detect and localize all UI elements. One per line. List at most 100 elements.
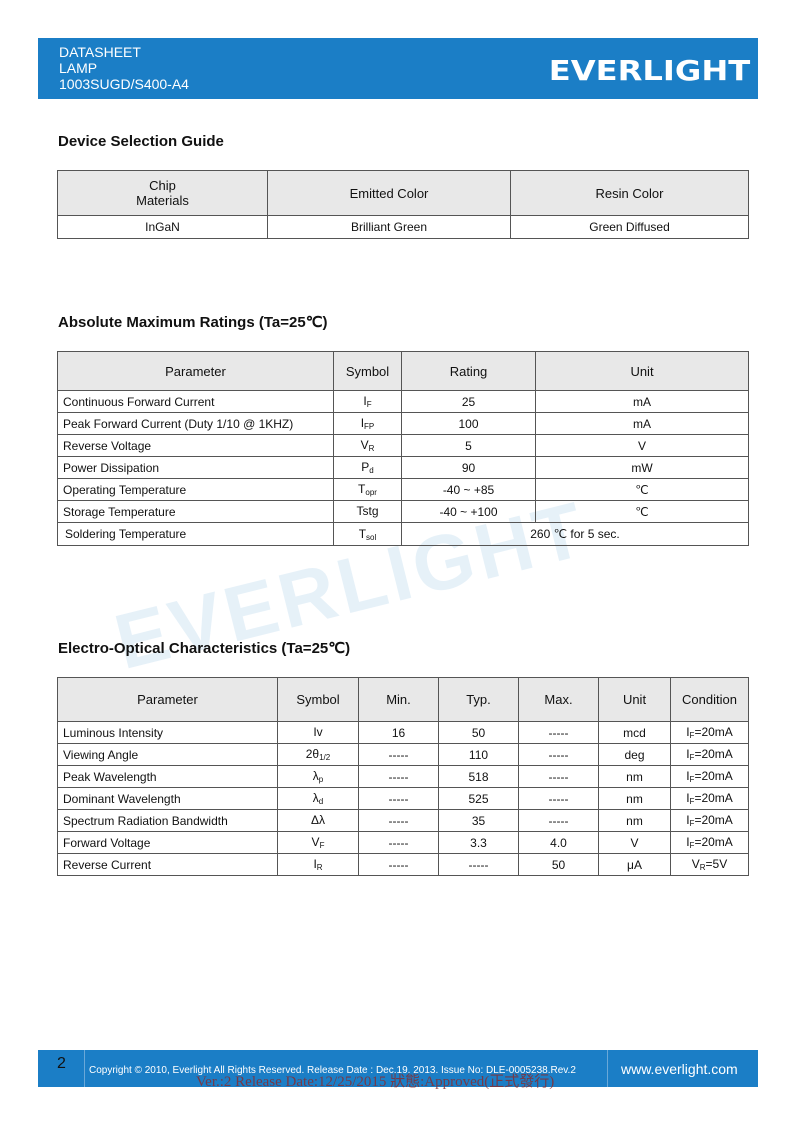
min-cell: ----- xyxy=(358,853,439,876)
table-row: Spectrum Radiation Bandwidth Δλ ----- 35 ---… xyxy=(57,809,749,832)
copyright: Copyright © 2010, Everlight All Rights R… xyxy=(89,1065,576,1076)
symbol-cell: Δλ xyxy=(277,809,359,832)
min-cell: ----- xyxy=(358,787,439,810)
col-header: Parameter xyxy=(57,351,334,391)
symbol-text: Tstg xyxy=(356,504,379,518)
param-cell: Peak Forward Current (Duty 1/10 @ 1KHZ) xyxy=(57,412,334,435)
col-header: Symbol xyxy=(333,351,402,391)
table-row: Peak Forward Current (Duty 1/10 @ 1KHZ) I… xyxy=(57,412,749,435)
symbol-cell: VF xyxy=(277,831,359,854)
symbol-subscript: opr xyxy=(365,488,377,497)
ratings-table: Parameter Symbol Rating Unit Continuous … xyxy=(57,351,749,546)
max-cell: ----- xyxy=(518,765,599,788)
section-title-eo: Electro-Optical Characteristics (Ta=25℃) xyxy=(58,640,351,657)
typ-cell: 50 xyxy=(438,721,519,744)
symbol-subscript: d xyxy=(369,466,374,475)
condition-cell: IF=20mA xyxy=(670,831,749,854)
min-cell: ----- xyxy=(358,743,439,766)
symbol-subscript: F xyxy=(366,400,372,409)
rating-cell: 90 xyxy=(401,456,536,479)
condition-cell: IF=20mA xyxy=(670,787,749,810)
symbol-subscript: R xyxy=(316,863,323,872)
condition-cell: IF=20mA xyxy=(670,765,749,788)
section-title-selection: Device Selection Guide xyxy=(58,133,224,150)
symbol-subscript: p xyxy=(318,775,324,784)
rating-cell: 5 xyxy=(401,434,536,457)
symbol-cell: Pd xyxy=(333,456,402,479)
col-header: Symbol xyxy=(277,677,359,722)
symbol-cell: VR xyxy=(333,434,402,457)
typ-cell: 110 xyxy=(438,743,519,766)
eo-table: Parameter Symbol Min. Typ. Max. Unit Con… xyxy=(57,677,749,876)
col-header: Resin Color xyxy=(510,170,749,216)
symbol-text: 2θ xyxy=(305,747,320,761)
rating-cell: -40 ~ +100 xyxy=(401,500,536,523)
table-row: Soldering Temperature Tsol 260 ℃ for 5 sec… xyxy=(57,522,749,546)
symbol-text: T xyxy=(358,482,366,496)
part-number: 1003SUGD/S400-A4 xyxy=(59,76,189,92)
typ-cell: 518 xyxy=(438,765,519,788)
unit-cell: ℃ xyxy=(535,500,749,523)
param-cell: Reverse Current xyxy=(57,853,278,876)
cell: InGaN xyxy=(57,215,268,239)
table-row: Forward Voltage VF ----- 3.3 4.0 V IF=20mA xyxy=(57,831,749,854)
symbol-cell: IF xyxy=(333,390,402,413)
table-row: Continuous Forward Current IF 25 mA xyxy=(57,390,749,413)
condition-cell: IF=20mA xyxy=(670,721,749,744)
param-cell: Spectrum Radiation Bandwidth xyxy=(57,809,278,832)
symbol-text: P xyxy=(361,460,370,474)
param-cell: Peak Wavelength xyxy=(57,765,278,788)
unit-cell: mW xyxy=(535,456,749,479)
col-header: Min. xyxy=(358,677,439,722)
typ-cell: 525 xyxy=(438,787,519,810)
rating-cell: -40 ~ +85 xyxy=(401,478,536,501)
max-cell: ----- xyxy=(518,743,599,766)
unit-cell: nm xyxy=(598,765,671,788)
doc-category: LAMP xyxy=(59,60,98,76)
symbol-cell: Tsol xyxy=(333,522,402,546)
typ-cell: 35 xyxy=(438,809,519,832)
symbol-cell: IR xyxy=(277,853,359,876)
param-cell: Reverse Voltage xyxy=(57,434,334,457)
table-row: Reverse Current IR ----- ----- 50 μA VR=5V xyxy=(57,853,749,876)
col-header: Condition xyxy=(670,677,749,722)
selection-table: Chip Materials Emitted Color Resin Color … xyxy=(57,170,749,239)
condition-cell: VR=5V xyxy=(670,853,749,876)
param-cell: Operating Temperature xyxy=(57,478,334,501)
unit-cell: mA xyxy=(535,390,749,413)
min-cell: ----- xyxy=(358,831,439,854)
param-cell: Dominant Wavelength xyxy=(57,787,278,810)
table-row: Peak Wavelength λp ----- 518 ----- nm IF=20mA xyxy=(57,765,749,788)
table-row: Reverse Voltage VR 5 V xyxy=(57,434,749,457)
param-cell: Luminous Intensity xyxy=(57,721,278,744)
rating-cell: 25 xyxy=(401,390,536,413)
page-header: DATASHEET LAMP 1003SUGD/S400-A4 EVERLIGH… xyxy=(38,38,758,99)
table-row: Viewing Angle 2θ1/2 ----- 110 ----- deg IF=20m… xyxy=(57,743,749,766)
table-row: Operating Temperature Topr -40 ~ +85 ℃ xyxy=(57,478,749,501)
symbol-subscript: d xyxy=(318,797,324,806)
symbol-cell: IFP xyxy=(333,412,402,435)
typ-cell: 3.3 xyxy=(438,831,519,854)
website-link[interactable]: www.everlight.com xyxy=(621,1061,738,1077)
unit-cell: nm xyxy=(598,787,671,810)
col-header: Parameter xyxy=(57,677,278,722)
unit-cell: nm xyxy=(598,809,671,832)
col-header: Max. xyxy=(518,677,599,722)
symbol-text: I xyxy=(313,857,317,871)
param-cell: Forward Voltage xyxy=(57,831,278,854)
unit-cell: V xyxy=(598,831,671,854)
max-cell: 50 xyxy=(518,853,599,876)
max-cell: 4.0 xyxy=(518,831,599,854)
symbol-cell: 2θ1/2 xyxy=(277,743,359,766)
table-row: Power Dissipation Pd 90 mW xyxy=(57,456,749,479)
symbol-text: V xyxy=(311,835,320,849)
table-row: Dominant Wavelength λd ----- 525 ----- nm IF=2… xyxy=(57,787,749,810)
symbol-cell: Tstg xyxy=(333,500,402,523)
col-header: Rating xyxy=(401,351,536,391)
unit-cell: V xyxy=(535,434,749,457)
col-header: Emitted Color xyxy=(267,170,511,216)
symbol-text: T xyxy=(358,526,367,541)
unit-cell: deg xyxy=(598,743,671,766)
param-cell: Continuous Forward Current xyxy=(57,390,334,413)
